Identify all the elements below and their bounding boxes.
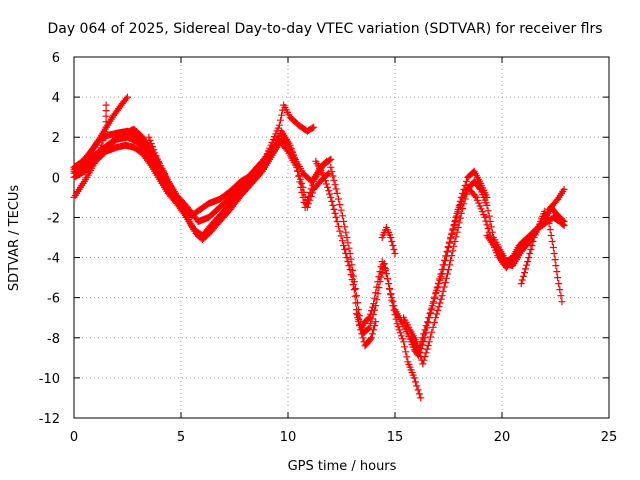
x-axis-label: GPS time / hours	[288, 459, 397, 474]
y-tick-label: -12	[39, 412, 60, 427]
data-layer	[70, 93, 568, 402]
data-marks	[378, 224, 399, 257]
x-tick-label: 15	[387, 430, 404, 445]
y-tick-label: -10	[39, 372, 60, 387]
axis-ticks: 0 5 10 15 20 25 -12 -10 -8 -6 -4 -2 0 2 4 6	[39, 51, 618, 445]
data-series	[517, 207, 566, 306]
y-tick-label: -6	[47, 292, 60, 307]
data-marks	[353, 310, 380, 350]
y-tick-label: -4	[47, 252, 60, 267]
data-marks	[327, 163, 425, 402]
data-series	[70, 101, 318, 219]
x-tick-label: 25	[601, 430, 618, 445]
data-marks	[517, 207, 566, 306]
y-tick-label: -8	[47, 332, 60, 347]
data-series	[378, 224, 399, 257]
plot-frame	[73, 56, 610, 419]
y-tick-label: -2	[47, 211, 60, 226]
data-marks	[312, 157, 491, 360]
data-marks	[145, 133, 185, 211]
data-marks	[70, 101, 318, 219]
y-axis-label: SDTVAR / TECUs	[7, 185, 22, 292]
y-tick-label: 6	[52, 51, 60, 66]
data-series	[145, 133, 185, 211]
y-tick-label: 2	[52, 131, 60, 146]
data-series	[353, 310, 380, 350]
data-series	[327, 163, 425, 402]
y-tick-label: 0	[52, 171, 60, 186]
y-tick-label: 4	[52, 91, 60, 106]
chart-title: Day 064 of 2025, Sidereal Day-to-day VTE…	[47, 21, 602, 37]
x-tick-label: 10	[280, 430, 297, 445]
x-tick-label: 0	[70, 430, 78, 445]
data-series	[312, 157, 491, 360]
x-tick-label: 5	[177, 430, 185, 445]
x-tick-label: 20	[494, 430, 511, 445]
